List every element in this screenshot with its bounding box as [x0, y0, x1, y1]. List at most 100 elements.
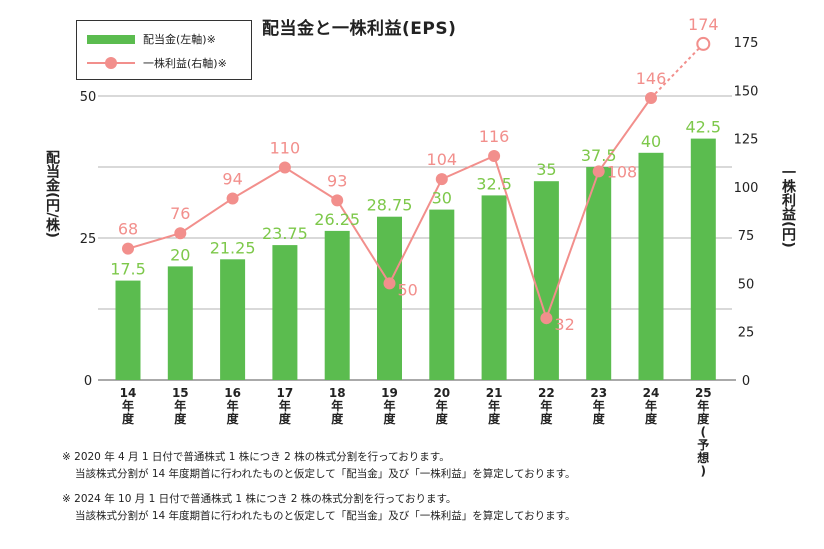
- right-axis-tick-label: 125: [734, 133, 759, 148]
- eps-value-label: 76: [170, 204, 190, 223]
- eps-point: [331, 194, 344, 207]
- x-axis-category-label: 年: [645, 398, 657, 413]
- x-axis-category-label: 度: [174, 411, 187, 426]
- x-axis-category-label: 17: [277, 386, 294, 400]
- x-axis-category-label: 度: [331, 411, 344, 426]
- footnote-1-detail: 当該株式分割が 14 年度期首に行われたものと仮定して「配当金」及び「一株利益」…: [75, 468, 576, 480]
- footnote-2-detail: 当該株式分割が 14 年度期首に行われたものと仮定して「配当金」及び「一株利益」…: [75, 510, 576, 522]
- eps-value-label: 174: [688, 15, 719, 34]
- x-axis-category-label: 年: [122, 398, 134, 413]
- dividend-bar: [533, 181, 559, 380]
- legend: 配当金(左軸)※ 一株利益(右軸)※: [76, 20, 252, 80]
- legend-swatch-line: [87, 57, 135, 69]
- x-axis-category-label: 度: [383, 411, 396, 426]
- eps-value-label: 50: [398, 280, 418, 299]
- eps-point: [278, 161, 291, 174]
- x-axis-category-label: 年: [540, 398, 552, 413]
- dividend-value-label: 30: [432, 189, 452, 208]
- x-axis-category-label: 年: [593, 398, 605, 413]
- x-axis-category-label: 度: [540, 411, 553, 426]
- x-axis-category-label: 度: [645, 411, 658, 426]
- dividend-value-label: 42.5: [685, 118, 721, 137]
- eps-point: [226, 192, 239, 205]
- legend-item-eps: 一株利益(右軸)※: [87, 55, 227, 71]
- eps-forecast-line: [650, 43, 705, 99]
- footnote-1: ※ 2020 年 4 月 1 日付で普通株式 1 株につき 2 株の株式分割を行…: [62, 451, 450, 463]
- x-axis-category-label: ): [701, 464, 706, 478]
- x-axis-category-label: 度: [593, 411, 606, 426]
- eps-point: [383, 277, 396, 290]
- eps-value-label: 108: [607, 162, 638, 181]
- left-axis-tick-label: 0: [84, 374, 92, 389]
- dividend-bar: [586, 167, 612, 380]
- eps-point: [592, 165, 605, 178]
- dividend-bar: [220, 259, 246, 380]
- dividend-value-label: 17.5: [110, 260, 146, 279]
- eps-point: [645, 92, 657, 105]
- x-axis-category-label: 年: [227, 398, 239, 413]
- x-axis-category-label: 度: [488, 411, 501, 426]
- chart-title: 配当金と一株利益(EPS): [262, 19, 457, 39]
- x-axis-category-label: 年: [488, 398, 500, 413]
- dividend-value-label: 20: [170, 245, 190, 264]
- x-axis-category-label: 14: [120, 386, 137, 400]
- x-axis-category-label: 想: [696, 450, 709, 465]
- eps-value-label: 68: [118, 220, 138, 239]
- left-axis-label: 配当金(円/株): [44, 150, 60, 238]
- dividend-value-label: 35: [536, 160, 556, 179]
- dividend-value-label: 26.25: [314, 210, 360, 229]
- dividend-bar: [638, 152, 664, 380]
- dividend-value-label: 32.5: [476, 174, 512, 193]
- dividend-value-label: 23.75: [262, 224, 308, 243]
- eps-point: [488, 149, 501, 162]
- x-axis-category-label: 年: [331, 398, 343, 413]
- x-axis-category-label: 度: [436, 411, 449, 426]
- eps-value-label: 93: [327, 171, 347, 190]
- eps-point: [122, 242, 134, 255]
- x-axis-category-label: 15: [172, 386, 189, 400]
- dividend-bar: [167, 266, 193, 380]
- eps-value-label: 32: [554, 315, 574, 334]
- dividend-value-label: 21.25: [210, 238, 256, 257]
- left-axis-tick-label: 25: [80, 232, 97, 247]
- x-axis-category-label: 年: [174, 398, 186, 413]
- footnote-2: ※ 2024 年 10 月 1 日付で普通株式 1 株につき 2 株の株式分割を…: [62, 493, 457, 505]
- eps-value-label: 110: [270, 139, 301, 158]
- dividend-bar: [481, 195, 507, 380]
- x-axis-category-label: (: [701, 425, 706, 439]
- dividend-bar: [324, 230, 350, 380]
- dividend-bar: [272, 245, 298, 380]
- right-axis-tick-label: 150: [734, 84, 759, 99]
- x-axis-category-label: 年: [697, 398, 709, 413]
- right-axis-tick-label: 100: [734, 181, 759, 196]
- x-axis-category-label: 19: [381, 386, 398, 400]
- legend-label-dividend: 配当金(左軸)※: [143, 33, 216, 46]
- x-axis-category-label: 21: [486, 386, 503, 400]
- right-axis-tick-label: 75: [738, 229, 755, 244]
- right-axis-tick-label: 175: [734, 36, 759, 51]
- eps-point: [174, 227, 187, 240]
- x-axis-category-label: 22: [538, 386, 555, 400]
- eps-value-label: 146: [636, 69, 667, 88]
- dividend-bar: [115, 280, 141, 380]
- dividend-value-label: 28.75: [367, 196, 413, 215]
- right-axis-tick-label: 50: [738, 277, 755, 292]
- x-axis-category-label: 16: [224, 386, 241, 400]
- x-axis-category-label: 年: [383, 398, 395, 413]
- x-axis-category-label: 度: [227, 411, 240, 426]
- x-axis-category-label: 年: [436, 398, 448, 413]
- right-axis-tick-label: 25: [738, 326, 755, 341]
- legend-swatch-bar: [87, 34, 135, 44]
- eps-point-forecast: [696, 36, 711, 51]
- x-axis-category-label: 23: [590, 386, 607, 400]
- eps-value-label: 94: [222, 169, 242, 188]
- right-axis-tick-label: 0: [742, 374, 750, 389]
- dividend-bar: [377, 216, 402, 380]
- x-axis-category-label: 度: [697, 411, 710, 426]
- eps-point: [435, 173, 448, 186]
- eps-point: [540, 312, 553, 325]
- dividend-bar: [429, 209, 455, 380]
- x-axis-category-label: 25: [695, 386, 712, 400]
- eps-value-label: 104: [427, 150, 458, 169]
- footnotes: ※ 2020 年 4 月 1 日付で普通株式 1 株につき 2 株の株式分割を行…: [62, 449, 576, 525]
